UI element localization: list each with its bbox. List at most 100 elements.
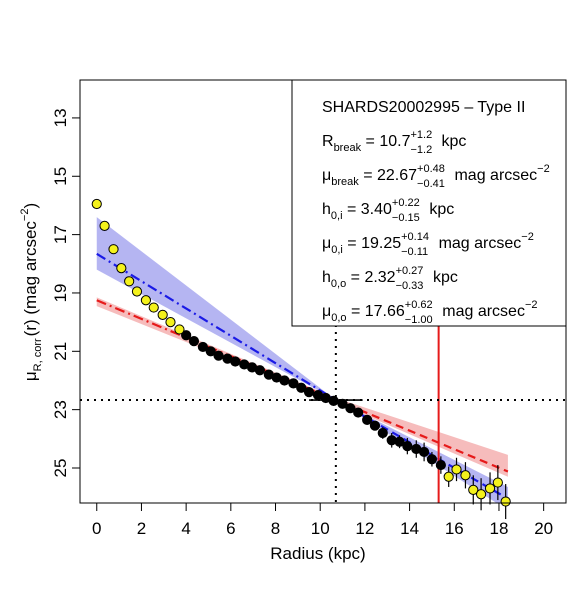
x-axis-ticks: 0 2 4 6 8 10 12 14 16 18 20 (92, 503, 553, 538)
y-tick-label: 19 (51, 283, 70, 302)
legend-subscript: 0,o (331, 278, 346, 290)
legend-error-upper: +0.14 (401, 231, 429, 243)
legend-box: SHARDS20002995 – Type II Rbreak = 10.7+1… (291, 79, 567, 327)
legend-unit: kpc (437, 133, 466, 150)
fitted-data-point (377, 427, 388, 439)
legend-parameter-line: h0,i = 3.40+0.22 −0.15 kpc (322, 197, 454, 224)
legend-unit: kpc (425, 201, 454, 218)
fitted-data-point (402, 441, 413, 452)
x-tick-label: 16 (445, 519, 464, 538)
excluded-outer-data-point (468, 484, 479, 495)
x-axis-title: Radius (kpc) (270, 544, 365, 563)
legend-value: = 10.7 (361, 133, 410, 150)
x-tick-label: 8 (271, 519, 280, 538)
legend-error-lower: −1.2 (410, 144, 432, 156)
y-axis-title-close: ) (21, 203, 40, 209)
legend-parameter-line: Rbreak = 10.7+1.2 −1.2 kpc (322, 129, 466, 156)
fitted-data-point (213, 350, 224, 361)
legend-parameter-line: μ0,o = 17.66+0.62 −1.00 mag arcsec−2 (322, 299, 537, 326)
legend-symbol: R (322, 133, 334, 150)
fitted-data-point (205, 346, 216, 357)
legend-error-upper: +0.27 (396, 265, 424, 277)
legend-value: = 3.40 (343, 201, 392, 218)
legend-unit: mag arcsec (450, 167, 537, 184)
x-tick-label: 18 (490, 519, 509, 538)
fitted-data-point (296, 382, 307, 393)
x-tick-label: 0 (92, 519, 101, 538)
legend-symbol: μ (322, 303, 331, 320)
fitted-data-point (188, 335, 200, 347)
legend-error-lower: −0.15 (392, 212, 420, 224)
excluded-outer-data-point (492, 477, 503, 488)
legend-symbol: μ (322, 167, 331, 184)
fitted-data-point (362, 414, 373, 425)
excluded-outer-data-point (475, 489, 487, 500)
excluded-inner-data-point (108, 244, 119, 255)
legend-value: = 19.25 (343, 235, 401, 252)
x-tick-label: 12 (355, 519, 374, 538)
fitted-data-point (345, 403, 356, 414)
legend-error-upper: +0.22 (392, 197, 420, 209)
excluded-inner-data-point (140, 295, 152, 306)
fitted-data-point (181, 330, 192, 341)
excluded-outer-data-point (460, 470, 471, 481)
excluded-outer-data-point (451, 464, 462, 475)
legend-value: = 22.67 (359, 167, 417, 184)
legend-error-lower: −0.33 (396, 280, 424, 292)
legend-symbol: h (322, 201, 331, 218)
legend-symbol: μ (322, 235, 331, 252)
legend-unit: kpc (429, 269, 458, 286)
legend-error-upper: +0.62 (405, 299, 433, 311)
y-tick-label: 17 (51, 225, 70, 244)
legend-unit: mag arcsec (438, 303, 525, 320)
y-axis-title-exponent: −2 (19, 209, 31, 222)
legend-error-upper: +1.2 (410, 129, 432, 141)
fitted-data-point (353, 407, 364, 418)
excluded-inner-data-point (148, 302, 159, 313)
legend-subscript: 0,i (331, 210, 343, 222)
legend-parameter-line: μ0,i = 19.25+0.14 −0.11 mag arcsec−2 (322, 231, 534, 258)
excluded-inner-data-point (174, 324, 185, 335)
excluded-inner-data-point (91, 198, 102, 210)
legend-error-lower: −1.00 (405, 314, 433, 326)
excluded-outer-data-point (500, 496, 511, 507)
y-axis-title-body: (r) (mag arcsec (21, 221, 40, 337)
legend-subscript: break (331, 176, 359, 188)
y-axis-title: μR, corr(r) (mag arcsec−2) (19, 203, 44, 381)
legend-error-upper: +0.48 (417, 163, 445, 175)
excluded-outer-data-point (484, 483, 496, 494)
fitted-data-point (419, 446, 430, 458)
legend-value: = 17.66 (347, 303, 405, 320)
y-tick-label: 13 (51, 108, 70, 127)
inner-fit-band-inner-region (96, 217, 336, 401)
fitted-data-point (254, 365, 265, 376)
fitted-data-point (426, 454, 438, 465)
excluded-inner-data-point (157, 309, 168, 320)
y-tick-label: 21 (51, 342, 70, 361)
excluded-inner-data-point (165, 317, 176, 328)
fitted-data-point (197, 341, 208, 353)
data-points (91, 198, 511, 520)
legend-subscript: 0,o (331, 312, 346, 324)
legend-value: = 2.32 (346, 269, 395, 286)
legend-title: SHARDS20002995 – Type II (322, 99, 525, 116)
x-tick-label: 2 (137, 519, 146, 538)
y-axis-title-symbol: μ (21, 371, 40, 381)
y-tick-label: 15 (51, 167, 70, 186)
y-tick-label: 25 (51, 459, 70, 478)
y-axis-ticks: 13 15 17 19 21 23 25 (51, 108, 80, 477)
fitted-data-point (435, 459, 446, 471)
y-axis-title-subscript: R, corr (32, 338, 44, 371)
excluded-inner-data-point (99, 220, 110, 231)
fitted-data-point (303, 387, 315, 398)
excluded-inner-data-point (131, 286, 143, 297)
outer-fit-line-dashed (335, 399, 509, 473)
fitted-data-point (288, 378, 299, 389)
legend-error-lower: −0.41 (417, 178, 445, 190)
excluded-outer-data-point (443, 471, 454, 482)
x-tick-label: 6 (226, 519, 235, 538)
legend-unit-exponent: −2 (521, 231, 534, 243)
legend-symbol: h (322, 269, 331, 286)
